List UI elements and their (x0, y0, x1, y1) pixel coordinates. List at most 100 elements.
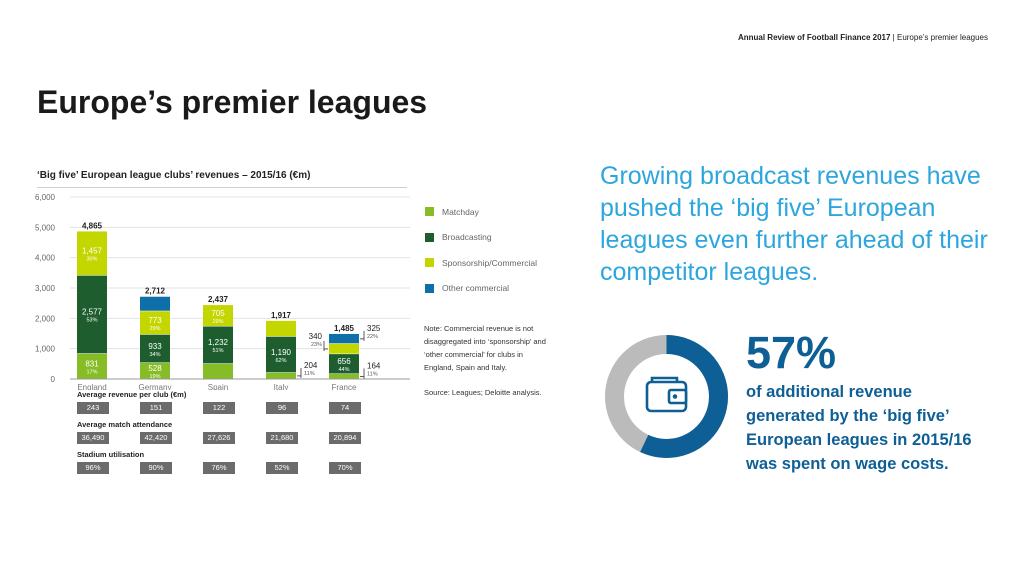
page-title: Europe’s premier leagues (37, 84, 428, 120)
stat-box: 74 (329, 402, 361, 414)
bar-segment-matchday (329, 374, 359, 379)
callout-pct: 11% (367, 372, 378, 378)
bar-segment-matchday (266, 372, 296, 379)
donut-chart (605, 335, 728, 458)
stat-box: 122 (203, 402, 235, 414)
total-label: 1,485 (334, 324, 355, 333)
legend-item-sponsorship: Sponsorship/Commercial (425, 256, 537, 269)
data-pct-label: 30% (86, 257, 97, 263)
wage-share-donut (603, 333, 730, 460)
report-header: Annual Review of Football Finance 2017 |… (738, 33, 988, 42)
stat-box: 151 (140, 402, 172, 414)
data-pct-label: 53% (86, 318, 97, 324)
highlight-percent: 57% (746, 327, 837, 378)
bar-segment-matchday (203, 363, 233, 379)
total-label: 4,865 (82, 221, 103, 230)
bar-segment-broadcasting (203, 326, 233, 364)
legend-swatch-other (425, 283, 434, 293)
stat-row-revenue: 243 151 122 96 74 (77, 402, 392, 414)
stat-box: 36,490 (77, 432, 109, 444)
x-tick-label: Italy (274, 383, 289, 390)
stat-box: 96 (266, 402, 298, 414)
data-label: 1,232 (208, 338, 229, 347)
legend-label-other: Other commercial (442, 283, 510, 293)
chart-legend: Matchday Broadcasting Sponsorship/Commer… (425, 205, 537, 307)
data-pct-label: 17% (86, 369, 97, 375)
stat-box: 27,626 (203, 432, 235, 444)
callout-label: 204 (304, 361, 318, 370)
y-tick-label: 6,000 (35, 193, 56, 202)
y-tick-label: 2,000 (35, 314, 56, 323)
data-pct-label: 62% (275, 358, 286, 364)
legend-swatch-matchday (425, 207, 434, 216)
chart-title-divider (37, 187, 407, 188)
stat-box: 70% (329, 462, 361, 474)
legend-item-broadcasting: Broadcasting (425, 231, 537, 244)
highlight-text: of additional revenue generated by the ‘… (746, 383, 972, 473)
total-label: 2,712 (145, 287, 166, 296)
data-label: 1,457 (82, 247, 103, 256)
legend-swatch-broadcasting (425, 232, 434, 242)
bar-segment-sponsorship (329, 343, 359, 354)
y-tick-label: 0 (51, 375, 56, 384)
chart-source: Source: Leagues; Deloitte analysis. (424, 388, 542, 397)
stat-label-utilisation: Stadium utilisation (77, 450, 145, 459)
legend-item-matchday: Matchday (425, 205, 537, 218)
data-label: 656 (337, 357, 351, 366)
data-label: 705 (211, 309, 225, 318)
data-label: 831 (85, 359, 99, 368)
x-tick-label: Germany (139, 383, 172, 390)
data-label: 773 (148, 316, 162, 325)
stat-box: 76% (203, 462, 235, 474)
bar-segment-other (329, 333, 359, 344)
bar-segment-sponsorship (77, 231, 107, 276)
y-tick-label: 4,000 (35, 254, 56, 263)
bar-segment-broadcasting (77, 275, 107, 354)
league-stats: Average revenue per club (€m) 243 151 12… (77, 390, 392, 480)
callout-label: 340 (309, 332, 323, 341)
stat-box: 20,894 (329, 432, 361, 444)
donut-share-arc (605, 335, 728, 458)
stat-box: 96% (77, 462, 109, 474)
legend-swatch-sponsorship (425, 258, 434, 267)
stat-box: 42,420 (140, 432, 172, 444)
bar-segment-sponsorship (203, 305, 233, 326)
headline: Growing broadcast revenues have pushed t… (600, 162, 988, 286)
data-pct-label: 34% (149, 352, 160, 358)
chart-note: Note: Commercial revenue is not disaggre… (424, 322, 554, 374)
bar-segment-broadcasting (266, 336, 296, 373)
data-pct-label: 29% (149, 326, 160, 332)
data-label: 2,577 (82, 308, 103, 317)
y-tick-label: 3,000 (35, 284, 56, 293)
stat-label-attendance: Average match attendance (77, 420, 173, 429)
report-section: Europe’s premier leagues (896, 33, 988, 42)
stat-label-revenue: Average revenue per club (€m) (77, 390, 187, 399)
stat-row-attendance: 36,490 42,420 27,626 21,680 20,894 (77, 432, 392, 444)
stat-box: 243 (77, 402, 109, 414)
data-pct-label: 44% (338, 367, 349, 373)
data-label: 528 (148, 364, 162, 373)
bar-segment-sponsorship (266, 320, 296, 337)
report-title: Annual Review of Football Finance 2017 (737, 33, 891, 42)
data-pct-label: 51% (212, 348, 223, 354)
bar-segment-broadcasting (140, 334, 170, 363)
bar-segment-sponsorship (140, 311, 170, 335)
legend-label-broadcasting: Broadcasting (442, 232, 492, 242)
callout-pct: 23% (311, 342, 322, 348)
stat-box: 21,680 (266, 432, 298, 444)
data-pct-label: 29% (212, 319, 223, 325)
data-pct-label: 19% (149, 374, 160, 380)
header-separator: | (890, 33, 897, 42)
bar-segment-matchday (77, 353, 107, 379)
x-tick-label: Spain (208, 383, 228, 390)
callout-label: 325 (367, 324, 381, 333)
callout-label: 164 (367, 362, 381, 371)
data-label: 1,190 (271, 348, 292, 357)
wallet-icon (645, 376, 688, 413)
bar-segment-matchday (140, 362, 170, 379)
legend-label-matchday: Matchday (442, 206, 479, 217)
total-label: 1,917 (271, 311, 292, 320)
y-tick-label: 1,000 (35, 345, 56, 354)
callout-pct: 11% (304, 371, 315, 377)
